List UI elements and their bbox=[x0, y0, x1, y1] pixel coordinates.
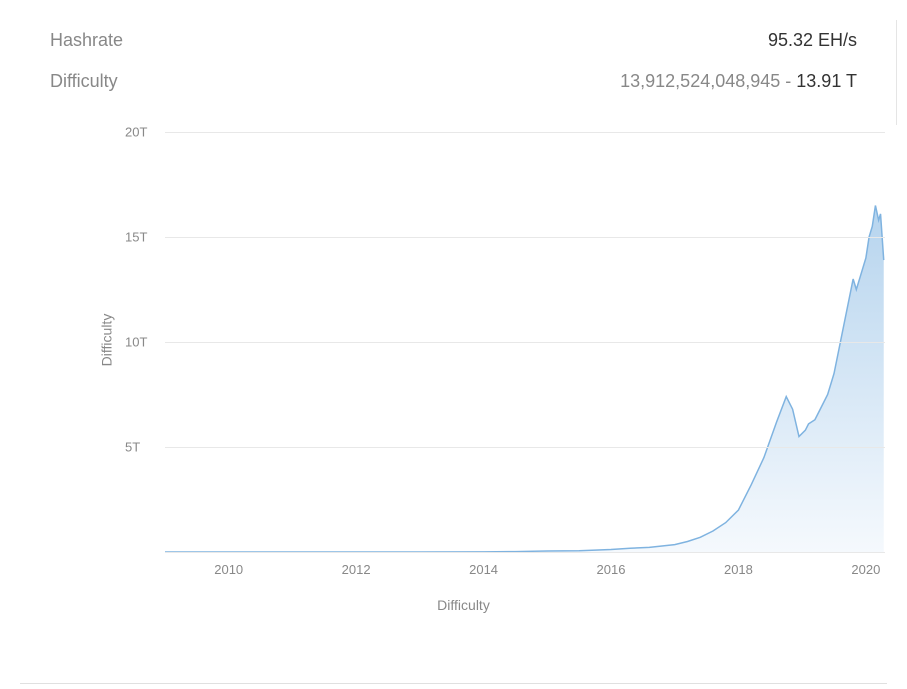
hashrate-row: Hashrate 95.32 EH/s bbox=[50, 30, 857, 51]
x-tick-label: 2012 bbox=[342, 562, 371, 577]
difficulty-row: Difficulty 13,912,524,048,945 - 13.91 T bbox=[50, 71, 857, 92]
x-tick-label: 2020 bbox=[851, 562, 880, 577]
hashrate-label: Hashrate bbox=[50, 30, 123, 51]
y-tick-label: 10T bbox=[125, 335, 147, 350]
difficulty-number: 13,912,524,048,945 bbox=[620, 71, 780, 91]
hashrate-value: 95.32 EH/s bbox=[768, 30, 857, 51]
difficulty-short: 13.91 T bbox=[796, 71, 857, 91]
plot-region bbox=[165, 132, 885, 552]
y-axis-label: Difficulty bbox=[98, 314, 114, 367]
x-tick-label: 2014 bbox=[469, 562, 498, 577]
x-tick-label: 2010 bbox=[214, 562, 243, 577]
bottom-divider bbox=[20, 683, 887, 684]
difficulty-value: 13,912,524,048,945 - 13.91 T bbox=[620, 71, 857, 92]
x-tick-label: 2018 bbox=[724, 562, 753, 577]
gridline bbox=[165, 342, 885, 343]
difficulty-sep: - bbox=[780, 71, 796, 91]
gridline bbox=[165, 132, 885, 133]
x-axis-label: Difficulty bbox=[437, 597, 490, 613]
chart-area: Difficulty Difficulty 5T10T15T20T2010201… bbox=[70, 132, 857, 622]
x-tick-label: 2016 bbox=[597, 562, 626, 577]
gridline bbox=[165, 237, 885, 238]
right-divider bbox=[896, 20, 897, 125]
y-tick-label: 5T bbox=[125, 440, 140, 455]
baseline bbox=[165, 552, 885, 553]
difficulty-label: Difficulty bbox=[50, 71, 118, 92]
y-tick-label: 20T bbox=[125, 125, 147, 140]
y-tick-label: 15T bbox=[125, 230, 147, 245]
gridline bbox=[165, 447, 885, 448]
